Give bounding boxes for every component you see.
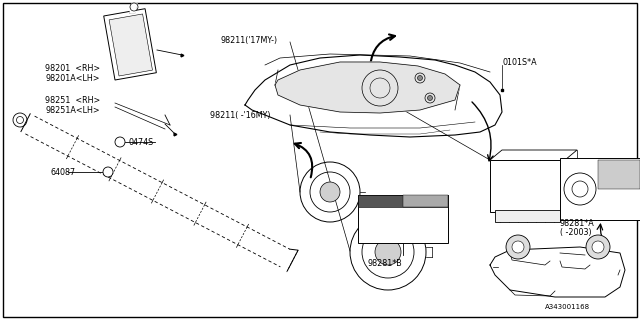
Polygon shape bbox=[130, 3, 137, 13]
Polygon shape bbox=[275, 62, 460, 113]
Text: 0101S*A: 0101S*A bbox=[502, 58, 536, 67]
Text: 98201A<LH>: 98201A<LH> bbox=[45, 74, 99, 83]
Ellipse shape bbox=[270, 107, 290, 117]
Circle shape bbox=[375, 239, 401, 265]
Text: A343001168: A343001168 bbox=[545, 304, 590, 310]
Text: 98271: 98271 bbox=[362, 81, 387, 90]
Text: 98281*A: 98281*A bbox=[560, 220, 595, 228]
Circle shape bbox=[320, 182, 340, 202]
Bar bbox=[560, 158, 640, 220]
Polygon shape bbox=[490, 247, 625, 297]
Text: 0474S: 0474S bbox=[128, 138, 153, 147]
Circle shape bbox=[512, 241, 524, 253]
Text: 98211('17MY-): 98211('17MY-) bbox=[220, 36, 277, 44]
Bar bbox=[104, 9, 156, 80]
Text: 98251  <RH>: 98251 <RH> bbox=[45, 95, 100, 105]
Bar bbox=[358, 195, 448, 207]
Bar bbox=[598, 160, 640, 189]
Bar bbox=[495, 210, 560, 222]
Circle shape bbox=[506, 235, 530, 259]
Ellipse shape bbox=[483, 108, 497, 116]
Text: 98281*B: 98281*B bbox=[367, 259, 403, 268]
Bar bbox=[490, 160, 565, 212]
Circle shape bbox=[428, 95, 433, 100]
Bar bbox=[109, 14, 152, 76]
Text: 98201  <RH>: 98201 <RH> bbox=[45, 63, 100, 73]
Circle shape bbox=[115, 137, 125, 147]
Circle shape bbox=[586, 235, 610, 259]
Circle shape bbox=[103, 167, 113, 177]
Text: 64087: 64087 bbox=[50, 167, 75, 177]
Bar bbox=[358, 195, 448, 243]
Text: 98251A<LH>: 98251A<LH> bbox=[45, 106, 100, 115]
Text: ( -2003): ( -2003) bbox=[560, 228, 591, 237]
Polygon shape bbox=[245, 55, 502, 137]
Text: 98211( -'16MY): 98211( -'16MY) bbox=[210, 110, 271, 119]
Circle shape bbox=[417, 76, 422, 81]
Circle shape bbox=[592, 241, 604, 253]
Bar bbox=[403, 195, 448, 207]
